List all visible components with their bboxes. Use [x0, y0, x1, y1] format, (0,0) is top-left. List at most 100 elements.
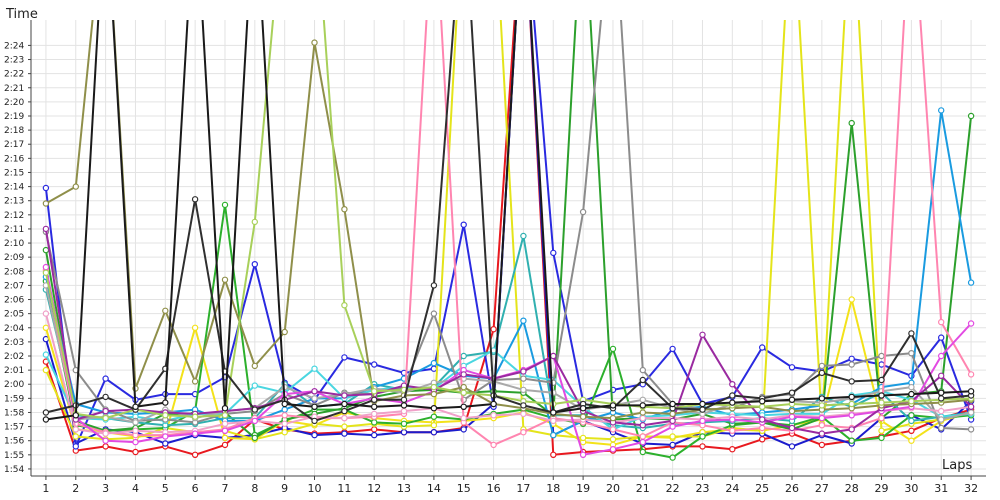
series-19-point-2	[72, 412, 80, 419]
y-tick-label: 2:18	[4, 126, 24, 136]
series-15-point-1	[42, 225, 50, 233]
series-10-point-21	[639, 366, 647, 374]
series-4-point-29	[878, 427, 885, 434]
series-19-point-14	[430, 405, 438, 412]
series-9-point-10	[311, 365, 318, 372]
series-15-point-23	[699, 331, 706, 338]
series-13-point-31	[938, 407, 945, 415]
series-12-point-24	[729, 427, 736, 434]
series-8-point-18	[550, 431, 557, 439]
series-18-point-3	[102, 393, 109, 401]
y-tick-label: 2:11	[4, 225, 24, 235]
series-19-point-5	[162, 399, 169, 406]
series-18-point-8	[251, 406, 258, 413]
series-6-point-28	[848, 119, 855, 127]
series-7-point-30	[908, 417, 915, 425]
series-15-point-32	[967, 403, 975, 410]
series-14-point-24	[729, 416, 736, 423]
series-18-point-13	[400, 396, 408, 403]
series-16-point-8	[251, 362, 258, 370]
series-17-point-29	[878, 399, 885, 406]
series-14-point-19	[579, 451, 587, 458]
series-11-point-4	[132, 419, 139, 426]
x-tick-label: 8	[251, 482, 258, 495]
y-tick-label: 2:22	[4, 70, 24, 80]
series-5-point-14	[430, 413, 438, 420]
series-14-point-8	[251, 417, 258, 425]
series-17-point-28	[848, 400, 855, 408]
series-0-point-27	[818, 441, 826, 449]
series-13-point-21	[639, 414, 647, 422]
series-1-point-13	[400, 429, 408, 436]
series-13-point-9	[281, 420, 288, 427]
series-14-point-31	[938, 352, 945, 360]
series-8-point-31	[938, 107, 945, 114]
series-line-18	[45, 20, 972, 422]
series-19-point-32	[967, 388, 975, 395]
series-15-point-31	[938, 372, 945, 379]
series-16-point-21	[639, 409, 647, 416]
series-5-point-20	[609, 345, 617, 353]
series-4-point-11	[341, 423, 348, 430]
y-tick-label: 2:12	[4, 211, 24, 221]
series-16-point-10	[311, 39, 318, 46]
series-12-point-25	[759, 424, 766, 432]
x-tick-label: 18	[546, 482, 560, 495]
x-tick-label: 30	[904, 482, 918, 495]
series-1-point-11	[341, 430, 348, 437]
x-tick-label: 22	[666, 482, 680, 495]
series-19-point-31	[938, 389, 945, 396]
series-0-point-24	[729, 446, 736, 453]
series-2-point-2	[72, 443, 80, 450]
series-3-point-30	[908, 437, 915, 444]
series-18-point-26	[788, 389, 796, 396]
series-12-point-16	[490, 441, 497, 449]
series-12-point-17	[520, 429, 527, 436]
series-19-point-19	[579, 405, 587, 412]
y-tick-label: 2:17	[4, 140, 24, 150]
series-14-point-32	[967, 320, 975, 327]
series-17-point-3	[102, 414, 109, 422]
series-19-point-20	[609, 402, 617, 409]
series-line-15	[44, 228, 972, 435]
series-13-point-3	[102, 430, 109, 437]
series-18-point-30	[908, 330, 915, 337]
series-18-point-14	[430, 282, 438, 289]
series-0-point-3	[102, 443, 109, 450]
series-18-point-12	[371, 396, 378, 403]
series-19-point-24	[729, 399, 736, 406]
series-2-point-25	[759, 344, 766, 351]
series-0-point-25	[759, 436, 766, 443]
y-tick-label: 2:16	[4, 154, 24, 164]
series-13-point-11	[341, 414, 348, 422]
x-tick-label: 32	[964, 482, 978, 495]
y-tick-label: 2:00	[4, 380, 24, 390]
series-5-point-13	[400, 420, 408, 427]
series-1-point-15	[460, 426, 467, 433]
x-tick-label: 4	[132, 482, 139, 495]
series-5-point-23	[699, 433, 706, 440]
series-17-point-8	[251, 218, 258, 226]
series-4-point-9	[281, 429, 288, 436]
series-10-point-19	[579, 208, 587, 216]
x-tick-label: 17	[516, 482, 530, 495]
x-tick-label: 2	[72, 482, 79, 495]
series-16-point-19	[579, 413, 587, 420]
series-12-point-27	[818, 422, 826, 429]
y-tick-label: 2:24	[4, 41, 24, 51]
series-13-point-17	[520, 410, 527, 418]
series-17-point-11	[341, 302, 348, 309]
series-19-point-7	[221, 405, 229, 412]
series-16-point-15	[460, 383, 467, 391]
series-14-point-3	[102, 437, 109, 444]
series-19-point-22	[669, 400, 676, 408]
series-9	[42, 347, 975, 433]
y-tick-label: 2:04	[4, 324, 24, 334]
series-15-point-27	[818, 430, 826, 437]
series-17-point-5	[162, 412, 169, 419]
series-line-7	[44, 235, 972, 429]
y-tick-label: 2:23	[4, 56, 24, 66]
series-14-point-27	[818, 414, 826, 422]
series-1-point-10	[311, 431, 318, 439]
series-18-point-17	[520, 402, 527, 409]
